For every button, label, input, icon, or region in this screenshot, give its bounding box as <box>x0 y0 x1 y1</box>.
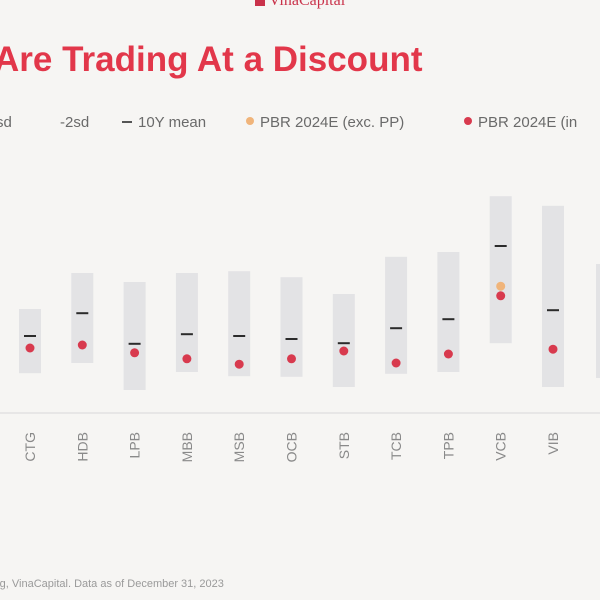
range-bar-partial <box>596 264 600 378</box>
legend-item-minus-2sd: -2sd <box>60 114 89 131</box>
x-tick-label-lpb: LPB <box>127 432 143 458</box>
pbr-inc-dot-ocb <box>287 354 296 364</box>
x-tick-label-msb: MSB <box>231 432 247 462</box>
legend-label-mean: 10Y mean <box>138 114 207 131</box>
range-bar-mbb <box>175 273 198 372</box>
pbr-inc-dot-msb <box>234 359 244 369</box>
pbr-inc-dot-tcb <box>391 358 401 368</box>
range-bar-stb <box>332 294 355 387</box>
x-tick-label-ocb: OCB <box>284 432 300 462</box>
range-bar-tcb <box>385 256 408 374</box>
x-tick-label-vib: VIB <box>545 432 561 455</box>
legend: sd -2sd 10Y mean PBR 2024E (exc. PP) PBR… <box>0 114 600 134</box>
brand-logo: VinaCapital <box>0 0 600 10</box>
red-dot-icon <box>464 117 472 125</box>
pbr-inc-dot-vib <box>548 344 558 354</box>
range-bar-ocb <box>280 277 303 377</box>
pbr-inc-dot-lpb <box>130 348 140 358</box>
brand-name: VinaCapital <box>268 0 346 9</box>
x-tick-label-stb: STB <box>336 432 352 459</box>
legend-item-sd: sd <box>0 114 12 131</box>
x-tick-label-tpb: TPB <box>440 432 456 459</box>
x-tick-label-ctg: CTG <box>22 432 38 462</box>
x-tick-label-tcb: TCB <box>388 432 404 460</box>
legend-label-minus-2sd: -2sd <box>60 114 90 131</box>
pbr-inc-dot-mbb <box>182 354 192 364</box>
range-bar-lpb <box>123 282 146 390</box>
legend-label-pbr-inc: PBR 2024E (in <box>478 114 578 131</box>
range-bar-ctg <box>19 309 41 374</box>
range-bar-tpb <box>437 252 460 372</box>
pbr-inc-dot-stb <box>339 346 349 356</box>
range-bar-msb <box>228 271 251 377</box>
pbr-inc-dot-tpb <box>443 349 453 359</box>
pbr-inc-dot-hdb <box>77 340 87 350</box>
pbr-inc-dot-vcb <box>496 291 506 301</box>
x-tick-label-vcb: VCB <box>493 432 509 461</box>
legend-label-pbr-exc: PBR 2024E (exc. PP) <box>260 114 405 131</box>
footnote: rg, VinaCapital. Data as of December 31,… <box>0 578 224 590</box>
range-bar-vib <box>542 205 564 387</box>
legend-label-sd: sd <box>0 114 12 131</box>
range-bar-hdb <box>71 273 94 363</box>
legend-item-pbr-exc: PBR 2024E (exc. PP) <box>246 114 404 131</box>
chart-title: Are Trading At a Discount <box>0 40 423 79</box>
legend-item-mean: 10Y mean <box>122 114 206 131</box>
x-tick-label-mbb: MBB <box>179 432 195 462</box>
brand-mark-icon <box>254 0 265 6</box>
x-tick-label-hdb: HDB <box>74 432 90 462</box>
orange-dot-icon <box>246 117 254 125</box>
pbr-exc-dot-vcb <box>496 281 506 291</box>
legend-item-pbr-inc: PBR 2024E (in <box>464 114 577 131</box>
range-bar-vcb <box>489 196 512 344</box>
pbr-inc-dot-ctg <box>25 343 35 353</box>
mean-dash-icon <box>122 121 132 123</box>
